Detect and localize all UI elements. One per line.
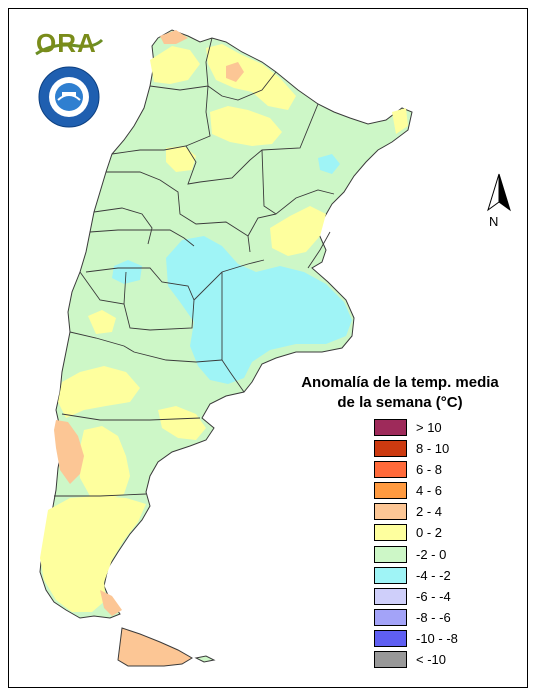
legend-label: 4 - 6 bbox=[416, 483, 443, 499]
map-frame bbox=[8, 8, 528, 688]
logo-swoosh bbox=[35, 38, 104, 56]
logo-text: ORA bbox=[36, 28, 97, 58]
legend-swatch bbox=[374, 587, 407, 605]
legend-title: Anomalía de la temp. media de la semana … bbox=[298, 373, 502, 413]
islands-small bbox=[194, 655, 216, 663]
legend-label: -2 - 0 bbox=[416, 546, 447, 562]
legend-label: 0 - 2 bbox=[416, 525, 443, 541]
legend-swatch bbox=[374, 440, 407, 458]
legend-title-line1: Anomalía de la temp. media bbox=[301, 374, 499, 391]
tierra-del-fuego bbox=[117, 627, 193, 667]
north-label: N bbox=[489, 214, 499, 229]
legend-label: -4 - -2 bbox=[416, 567, 451, 583]
legend-swatch bbox=[374, 503, 407, 521]
legend-label: -10 - -8 bbox=[416, 630, 458, 646]
hot-anomaly-areas bbox=[54, 30, 244, 616]
warm-anomaly-areas bbox=[40, 44, 408, 612]
province-borders bbox=[54, 37, 335, 497]
legend-label: -8 - -6 bbox=[416, 609, 451, 625]
cold-anomaly-areas bbox=[112, 154, 352, 384]
legend-label: < -10 bbox=[416, 652, 446, 668]
legend-label: 6 - 8 bbox=[416, 462, 443, 478]
legend-swatch bbox=[374, 566, 407, 584]
smn-seal-logo bbox=[38, 66, 100, 128]
legend-label: 8 - 10 bbox=[416, 441, 450, 457]
legend-swatch bbox=[374, 629, 407, 647]
legend-label: > 10 bbox=[416, 420, 442, 435]
legend-swatch bbox=[374, 419, 407, 436]
legend-swatch bbox=[374, 461, 407, 479]
legend-title-line2: de la semana (°C) bbox=[337, 394, 463, 411]
legend-swatch bbox=[374, 545, 407, 563]
legend-swatch bbox=[374, 524, 407, 542]
north-arrow-icon bbox=[487, 173, 511, 212]
legend-label: 2 - 4 bbox=[416, 504, 443, 520]
legend-swatch bbox=[374, 482, 407, 500]
legend-label: -6 - -4 bbox=[416, 588, 451, 604]
legend-swatch bbox=[374, 651, 407, 669]
legend-swatch bbox=[374, 608, 407, 626]
